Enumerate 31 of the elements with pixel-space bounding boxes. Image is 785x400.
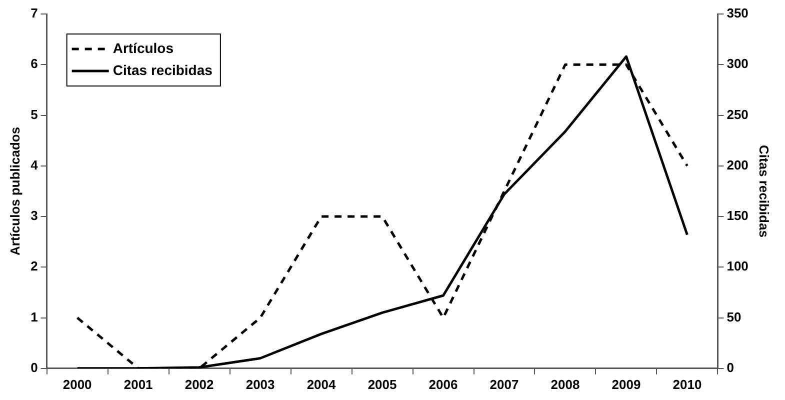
y-tick-label: 7 (30, 6, 38, 21)
x-tick-label: 2003 (246, 376, 275, 392)
y-tick-label: 1 (30, 309, 38, 324)
y2-tick-label: 250 (726, 106, 748, 122)
y2-tick-label: 50 (726, 309, 742, 324)
y2-tick-label: 100 (726, 258, 748, 274)
y2-tick-label: 200 (726, 157, 748, 172)
x-tick-label: 2010 (672, 376, 702, 392)
x-tick-label: 2006 (428, 376, 458, 392)
y2-axis-title: Citas recibidas (756, 144, 772, 238)
y-tick-label: 2 (30, 258, 38, 274)
y-tick-label: 0 (30, 360, 38, 375)
y-axis-title: Artículos publicados (7, 126, 22, 256)
x-tick-label: 2002 (184, 376, 214, 392)
x-tick-label: 2004 (306, 376, 337, 392)
y2-tick-label: 150 (726, 208, 748, 224)
y2-tick-label: 300 (726, 56, 748, 72)
x-tick-label: 2000 (62, 376, 92, 392)
x-tick-label: 2001 (124, 376, 153, 392)
y2-tick-label: 350 (726, 6, 748, 21)
y-tick-label: 4 (30, 157, 39, 172)
x-tick-label: 2005 (368, 376, 397, 392)
y-tick-label: 5 (30, 106, 38, 122)
legend-label: Citas recibidas (112, 62, 213, 78)
y-tick-label: 6 (30, 56, 38, 72)
x-tick-label: 2009 (612, 376, 641, 392)
x-tick-label: 2007 (490, 376, 519, 392)
x-tick-label: 2008 (550, 376, 580, 392)
legend-label: Artículos (112, 40, 174, 56)
y2-tick-label: 0 (726, 360, 734, 375)
y-tick-label: 3 (30, 208, 38, 224)
